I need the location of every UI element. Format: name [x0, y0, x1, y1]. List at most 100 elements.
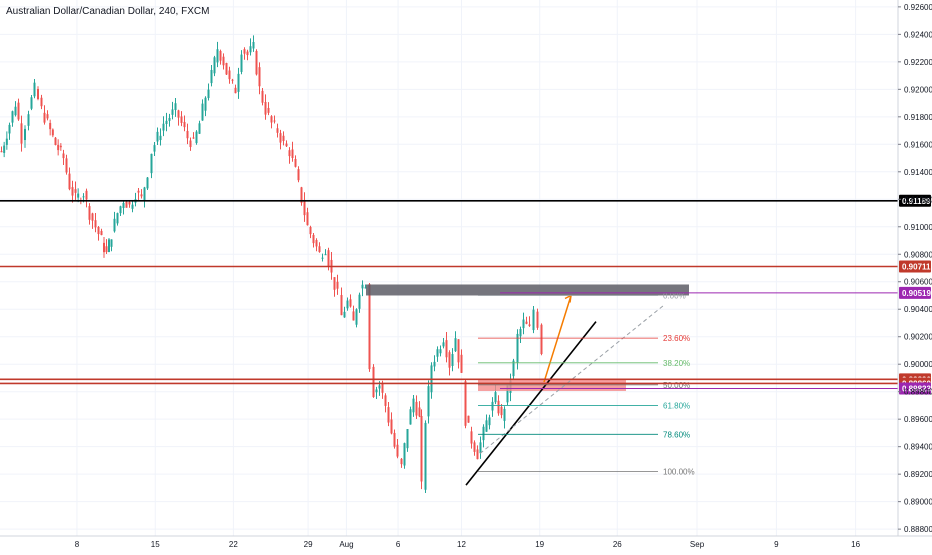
candle-body: [288, 150, 291, 157]
candle-body: [497, 400, 500, 414]
candle-body: [343, 311, 346, 318]
candle-body: [300, 187, 303, 203]
candle-body: [378, 385, 381, 389]
candle-body: [448, 352, 451, 368]
fib-level-label: 50.00%: [663, 381, 690, 390]
candle-body: [77, 193, 80, 198]
candle-body: [237, 73, 240, 92]
candle-body: [500, 406, 503, 416]
candle-body: [340, 295, 343, 316]
candle-body: [225, 63, 228, 75]
candle-body: [525, 321, 528, 324]
price-badge: [899, 260, 931, 273]
candle-body: [8, 124, 11, 134]
y-tick-label: 0.89400: [904, 443, 932, 452]
candle-body: [445, 340, 448, 358]
price-badge: [899, 194, 931, 207]
candle-body: [11, 111, 14, 123]
candle-body: [258, 67, 261, 87]
candle-body: [427, 386, 430, 417]
candle-body: [207, 89, 210, 99]
candle-body: [400, 458, 403, 465]
resistance-zone: [366, 284, 689, 296]
candle-body: [210, 69, 213, 84]
candle-body: [261, 90, 264, 103]
candle-body: [231, 79, 234, 81]
candle-body: [315, 240, 318, 247]
x-tick-label: 22: [229, 540, 238, 549]
candle-body: [406, 429, 409, 449]
candle-body: [457, 339, 460, 363]
candle-body: [488, 417, 491, 426]
candle-body: [46, 114, 49, 119]
candle-body: [442, 342, 445, 347]
candle-body: [282, 135, 285, 141]
y-tick-label: 0.91200: [904, 195, 932, 204]
candle-body: [40, 97, 43, 107]
fib-layer: 0.00% 23.60% 38.20% 50.00% 61.80% 78.60% 100.0…: [478, 291, 695, 476]
candle-body: [467, 415, 470, 423]
candle-body: [358, 294, 361, 309]
candle-body: [364, 287, 367, 289]
candle-body: [168, 117, 171, 121]
candle-body: [43, 112, 46, 123]
candle-body: [243, 49, 246, 54]
candle-body: [201, 103, 204, 121]
projection-arrowhead: [564, 294, 572, 303]
y-tick-label: 0.89800: [904, 388, 932, 397]
candle-body: [137, 190, 140, 193]
candle-body: [252, 41, 255, 49]
candle-body: [91, 213, 94, 221]
grid-layer: [0, 0, 898, 536]
y-tick-label: 0.91000: [904, 223, 932, 232]
candle-body: [540, 324, 543, 354]
candle-body: [368, 284, 371, 370]
candle-body: [516, 333, 519, 363]
candle-body: [14, 106, 17, 116]
price-badge-label: 0.90519: [902, 289, 931, 298]
candle-body: [361, 284, 364, 289]
candle-body: [159, 135, 162, 141]
candle-body: [59, 145, 62, 148]
x-tick-label: Aug: [339, 540, 353, 549]
candle-body: [482, 426, 485, 441]
candle-body: [409, 409, 412, 425]
x-tick-label: 19: [535, 540, 544, 549]
x-tick-label: Sep: [690, 540, 705, 549]
candle-body: [186, 130, 189, 139]
candle-body: [156, 131, 159, 142]
fib-level-label: 78.60%: [663, 430, 690, 439]
candle-body: [393, 432, 396, 447]
candle-body: [512, 360, 515, 377]
candle-body: [451, 354, 454, 366]
fib-level-label: 100.00%: [663, 467, 695, 476]
price-badge-label: 0.90711: [902, 262, 931, 271]
candle-body: [321, 257, 324, 259]
candle-body: [270, 116, 273, 123]
candle-body: [285, 143, 288, 147]
candle-body: [204, 97, 207, 111]
candle-body: [116, 213, 119, 224]
projection-arrow: [543, 295, 572, 383]
candle-body: [424, 422, 427, 490]
candle-body: [162, 123, 165, 131]
candle-body: [216, 49, 219, 63]
candle-body: [30, 97, 33, 109]
candle-body: [375, 389, 378, 393]
candle-body: [491, 401, 494, 411]
candle-body: [62, 153, 65, 159]
candle-body: [122, 202, 125, 209]
candle-body: [140, 194, 143, 197]
y-tick-label: 0.88800: [904, 525, 932, 534]
candle-body: [20, 123, 23, 144]
candle-body: [131, 204, 134, 209]
candle-body: [352, 311, 355, 321]
candle-body: [105, 246, 108, 253]
x-tick-label: 8: [75, 540, 80, 549]
candle-body: [294, 158, 297, 167]
candle-body: [279, 133, 282, 143]
candle-body: [318, 246, 321, 253]
candle-body: [390, 419, 393, 434]
